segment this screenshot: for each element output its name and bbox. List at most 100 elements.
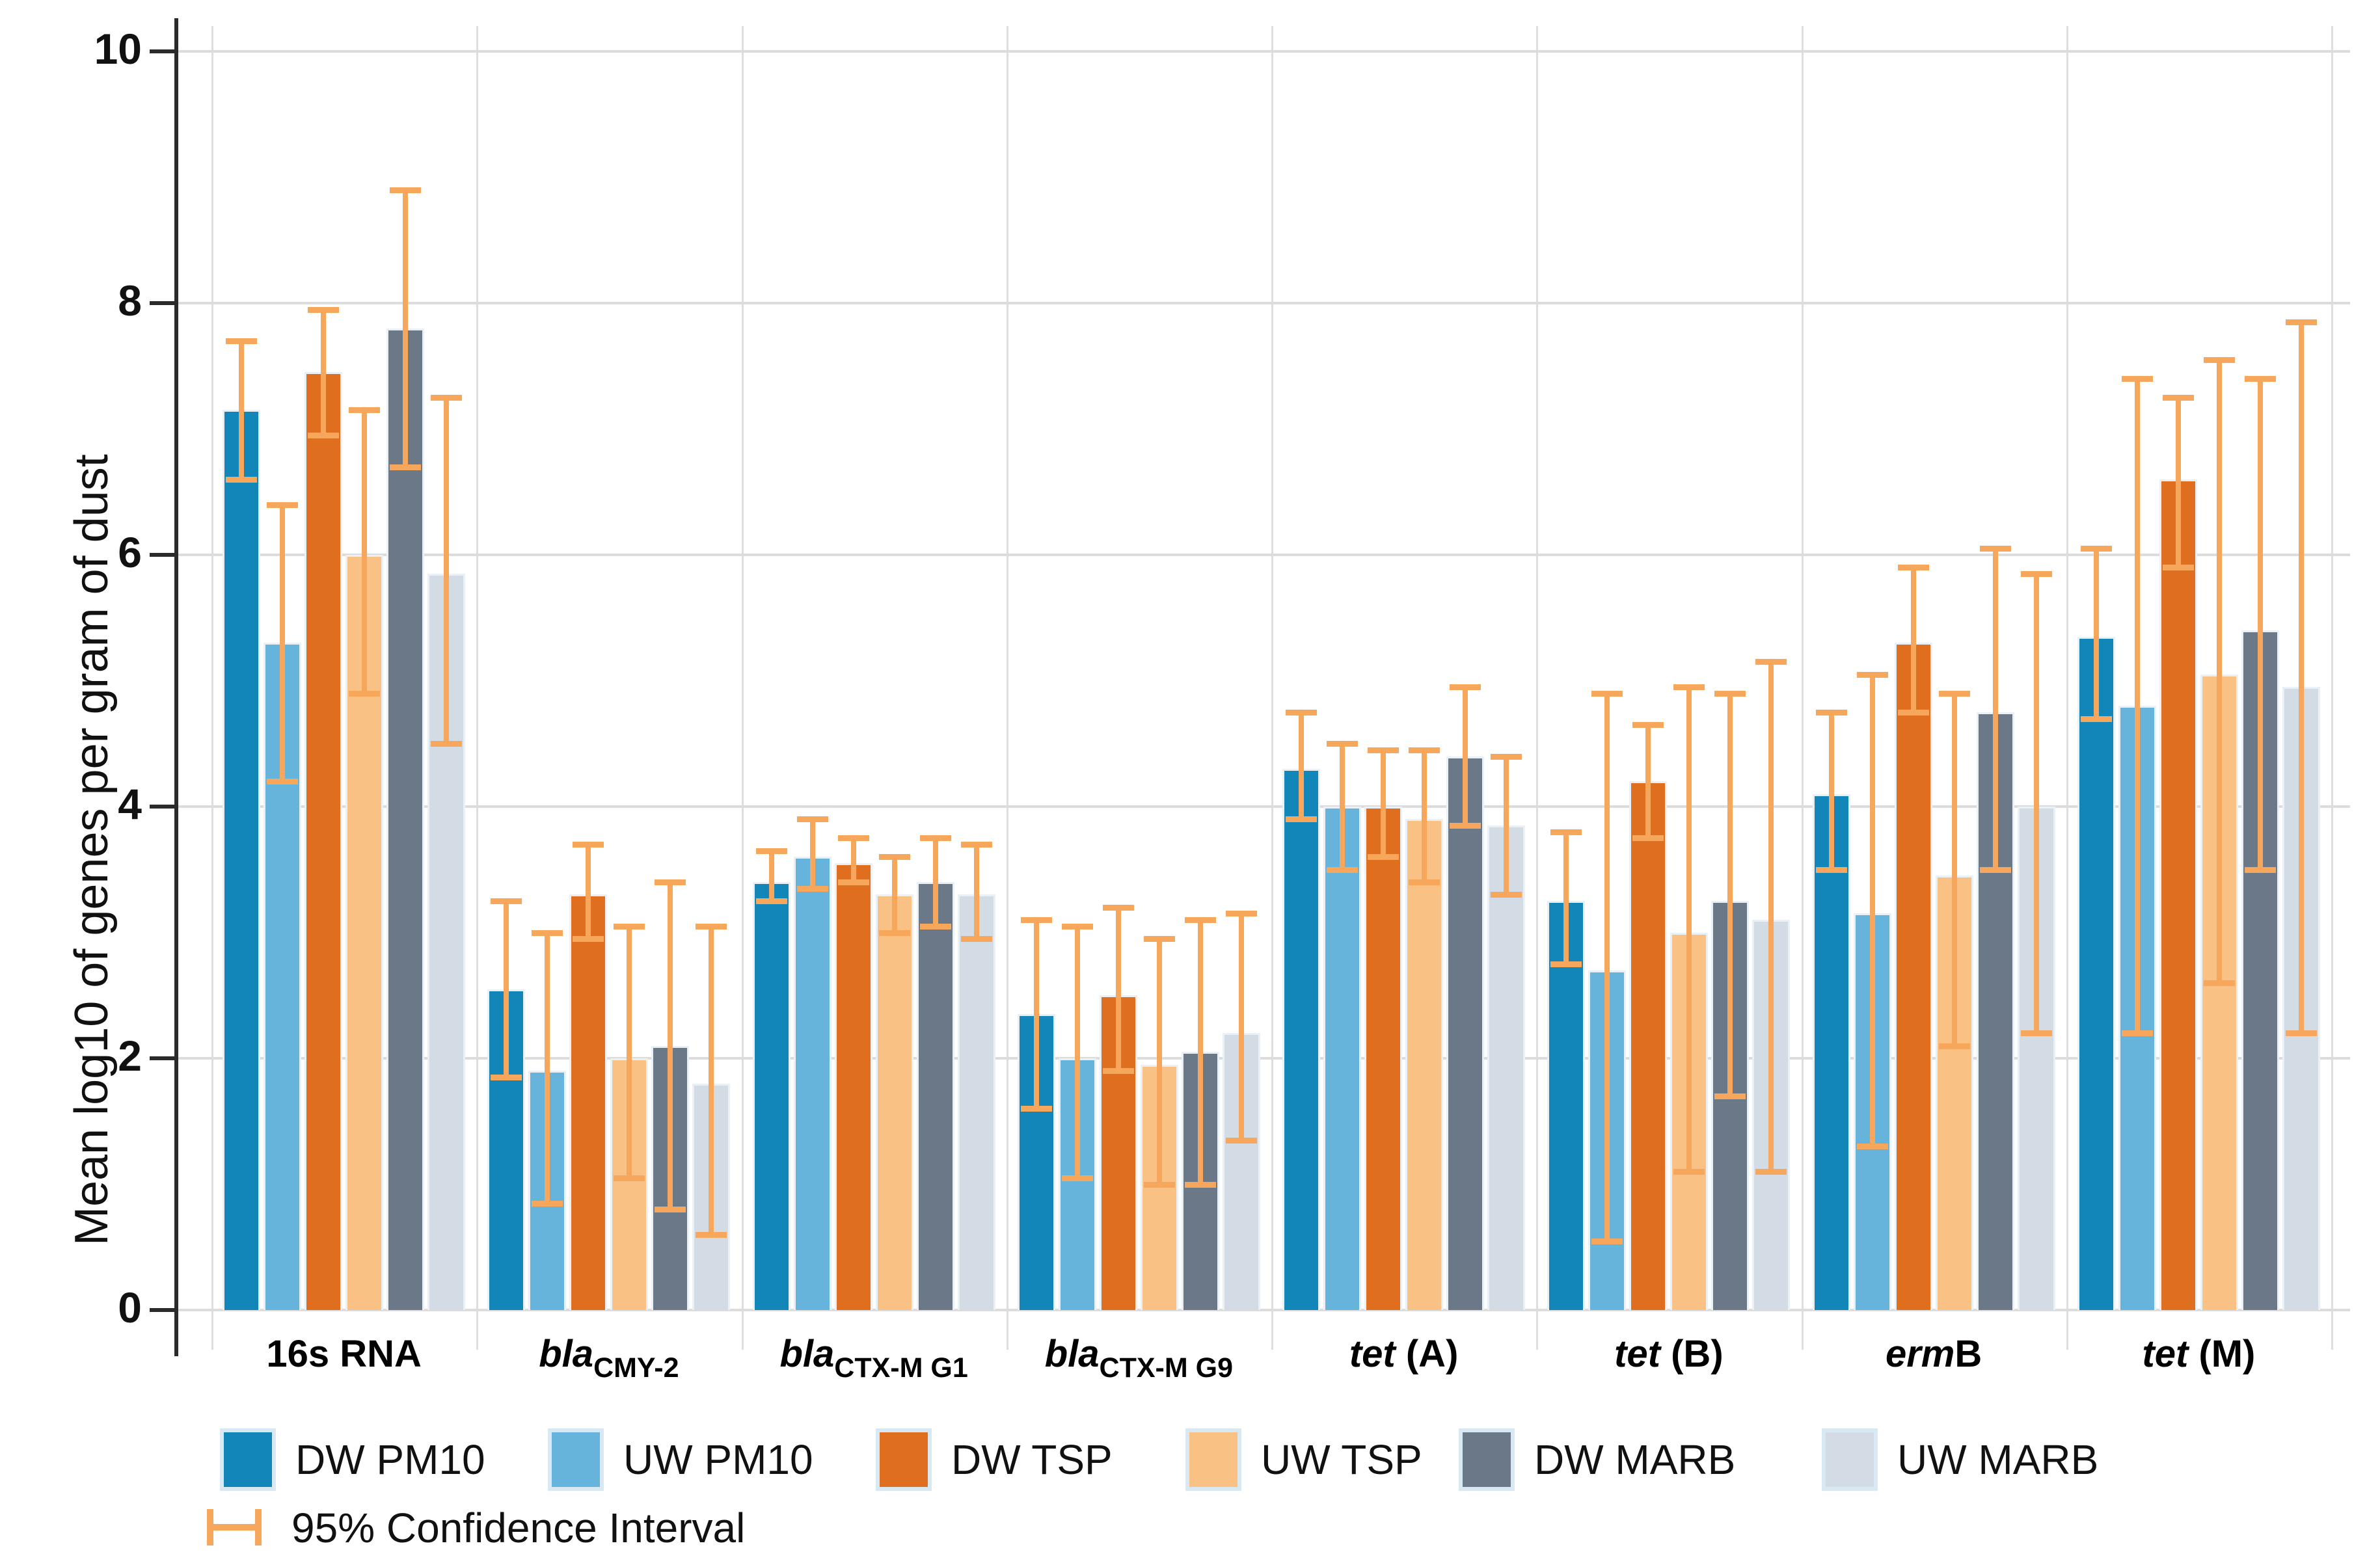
error-bar-cap-top	[431, 395, 463, 401]
error-bar-cap-top	[1591, 690, 1623, 697]
error-bar-line	[891, 857, 897, 933]
error-bar-cap-bottom	[390, 464, 422, 470]
error-bar-cap-bottom	[349, 690, 381, 697]
legend-swatch	[1185, 1428, 1241, 1491]
bar-dw-pm10	[1812, 794, 1850, 1310]
error-bar-cap-top	[1938, 690, 1970, 697]
error-bar-cap-bottom	[614, 1175, 645, 1181]
error-bar-cap-top	[796, 816, 828, 823]
confidence-interval-icon	[207, 1509, 262, 1545]
error-bar-line	[1156, 939, 1162, 1184]
error-bar-line	[1381, 749, 1386, 857]
y-axis-tick	[150, 301, 176, 305]
gridline-vertical	[476, 26, 479, 1350]
error-bar-cap-top	[1673, 684, 1705, 691]
error-bar-cap-top	[1714, 690, 1746, 697]
bar-uw-pm10	[793, 857, 832, 1310]
y-axis-tick	[150, 553, 176, 557]
error-bar-cap-top	[655, 879, 686, 886]
error-bar-cap-top	[1491, 753, 1522, 760]
bar-dw-tsp	[569, 894, 608, 1310]
bar-uw-tsp	[875, 894, 913, 1310]
gridline-vertical	[211, 26, 213, 1350]
error-bar-cap-bottom	[1368, 854, 1400, 861]
error-bar-cap-bottom	[919, 923, 951, 930]
error-bar-line	[1727, 693, 1733, 1097]
error-bar-cap-bottom	[837, 879, 869, 886]
legend-swatch	[1822, 1428, 1878, 1491]
bar-uw-marb	[1487, 825, 1526, 1310]
error-bar-cap-bottom	[1673, 1169, 1705, 1175]
x-category-label-part: (M)	[2188, 1333, 2256, 1375]
gridline-vertical	[1801, 26, 1804, 1350]
gridline-vertical	[2331, 26, 2333, 1350]
error-bar-line	[1563, 831, 1569, 964]
error-bar-line	[2216, 360, 2222, 983]
y-axis-tick	[150, 1056, 176, 1060]
error-bar-line	[362, 410, 368, 693]
bar-uw-tsp	[345, 555, 384, 1310]
y-axis-tick	[150, 1308, 176, 1312]
error-bar-cap-top	[532, 930, 563, 936]
error-bar-line	[586, 844, 591, 939]
error-bar-line	[1115, 907, 1121, 1071]
error-bar-cap-top	[2244, 376, 2276, 382]
error-bar-cap-bottom	[1286, 816, 1318, 823]
error-bar-line	[2175, 397, 2181, 568]
error-bar-cap-bottom	[1225, 1137, 1257, 1144]
y-axis-line	[174, 18, 178, 1356]
x-category-label: tet (M)	[2066, 1332, 2331, 1376]
error-bar-cap-top	[1632, 722, 1664, 729]
legend-swatch	[876, 1428, 932, 1491]
error-bar-cap-bottom	[1061, 1175, 1093, 1181]
error-bar-line	[1951, 693, 1957, 1046]
x-category-label-part: 16s RNA	[266, 1333, 422, 1375]
x-category-label-part: CTX-M G1	[834, 1352, 968, 1384]
x-category-label-part: (A)	[1395, 1333, 1459, 1375]
error-bar-cap-top	[2121, 376, 2153, 382]
error-bar-cap-bottom	[1938, 1043, 1970, 1049]
error-bar-cap-bottom	[1856, 1144, 1888, 1150]
error-bar-cap-top	[1061, 923, 1093, 930]
y-tick-label: 8	[118, 276, 142, 325]
error-bar-cap-bottom	[2203, 980, 2235, 986]
error-bar-cap-bottom	[308, 433, 340, 439]
error-bar-line	[1768, 662, 1774, 1172]
error-bar-cap-bottom	[1897, 709, 1929, 716]
error-bar-cap-top	[308, 306, 340, 313]
error-bar-line	[403, 189, 409, 467]
error-bar-line	[2257, 379, 2263, 870]
x-category-label: blaCMY-2	[476, 1332, 741, 1384]
error-bar-cap-bottom	[2162, 565, 2194, 571]
error-bar-cap-bottom	[491, 1075, 522, 1081]
x-category-label-part: tet	[2142, 1333, 2189, 1375]
error-bar-line	[1238, 913, 1244, 1140]
error-bar-cap-bottom	[2285, 1030, 2317, 1037]
error-bar-line	[2134, 379, 2140, 1034]
error-bar-cap-bottom	[796, 885, 828, 892]
bar-dw-pm10	[752, 882, 791, 1310]
error-bar-cap-top	[919, 835, 951, 842]
x-category-label-part: (B)	[1660, 1333, 1724, 1375]
error-bar-cap-top	[573, 842, 604, 848]
error-bar-cap-top	[226, 338, 258, 345]
error-bar-cap-bottom	[696, 1231, 727, 1238]
bar-dw-marb	[1446, 756, 1485, 1310]
error-bar-cap-top	[1550, 829, 1582, 835]
error-bar-cap-bottom	[1491, 892, 1522, 898]
error-bar-line	[2298, 322, 2304, 1034]
error-bar-line	[1645, 725, 1651, 838]
x-category-label-part: CTX-M G9	[1099, 1352, 1233, 1384]
gridline-horizontal	[174, 302, 2350, 304]
error-bar-cap-top	[1815, 709, 1847, 716]
error-bar-cap-bottom	[755, 898, 787, 905]
error-bar-cap-bottom	[2121, 1030, 2153, 1037]
bar-dw-marb	[916, 882, 954, 1310]
error-bar-cap-top	[349, 407, 381, 414]
gridline-horizontal	[174, 554, 2350, 556]
y-tick-label: 0	[118, 1283, 142, 1331]
error-bar-cap-bottom	[1632, 835, 1664, 842]
error-bar-cap-bottom	[226, 476, 258, 483]
error-bar-line	[709, 926, 714, 1235]
error-bar-cap-top	[755, 848, 787, 854]
